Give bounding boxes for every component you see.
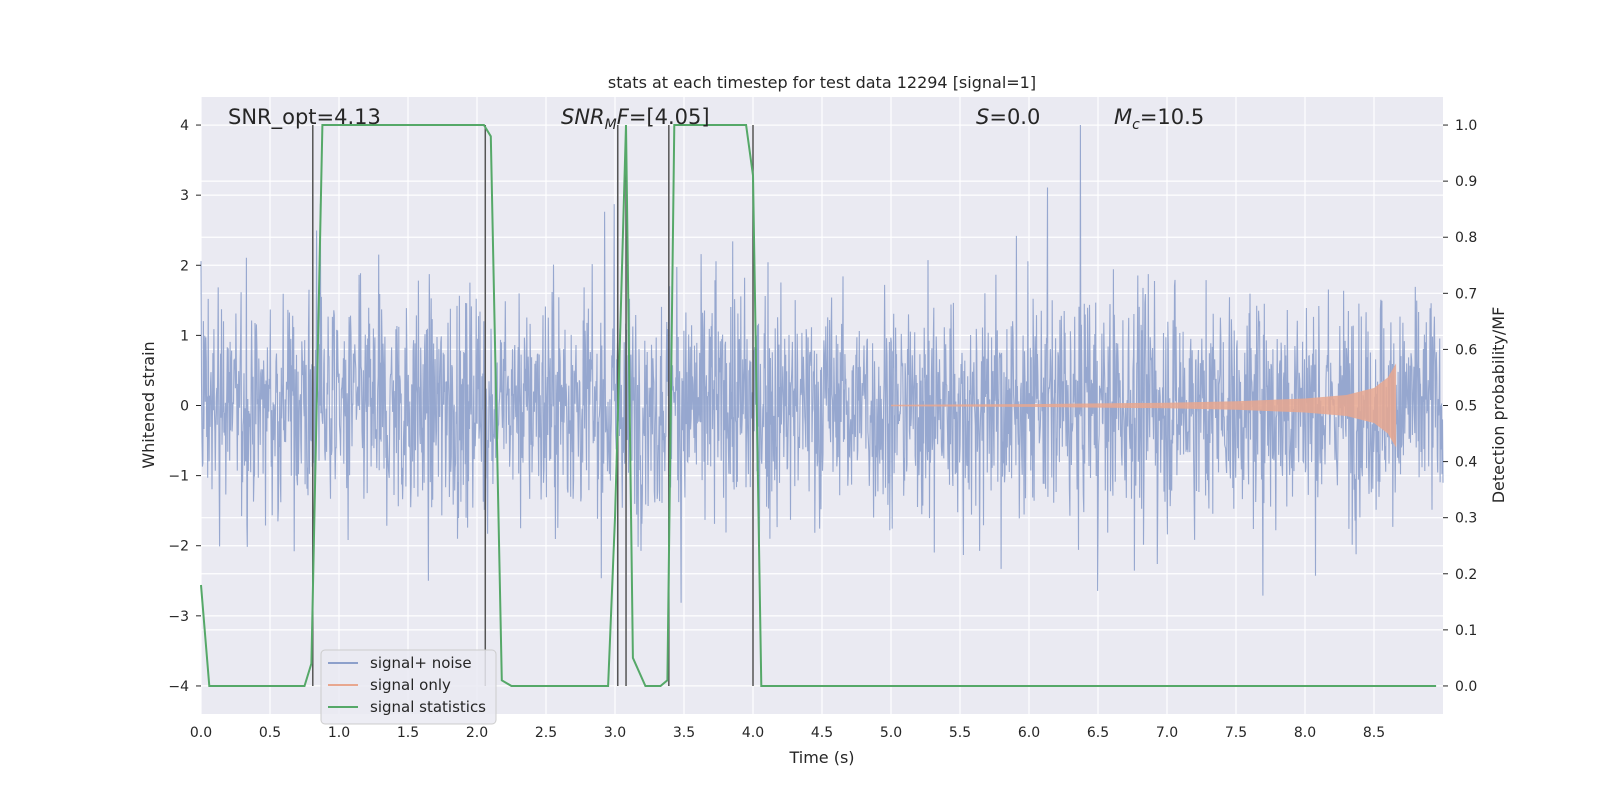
s-value: =0.0 <box>989 105 1040 129</box>
legend-label-signal-noise: signal+ noise <box>370 654 472 672</box>
y-right-tick-label: 0.5 <box>1455 399 1477 415</box>
signal-statistics-line <box>200 124 1437 687</box>
signal-only-series <box>891 363 1397 448</box>
legend-label-signal-only: signal only <box>370 676 451 694</box>
legend-label-signal-statistics: signal statistics <box>370 698 486 716</box>
y-axis-left-label: Whitened strain <box>139 341 158 468</box>
s-label: S <box>976 105 989 129</box>
annotation-mc: Mc=10.5 <box>1114 105 1204 133</box>
y-right-tick-label: 0.0 <box>1455 679 1477 695</box>
x-tick-label: 3.5 <box>673 725 695 741</box>
x-axis-label: Time (s) <box>788 748 854 767</box>
x-tick-label: 6.0 <box>1018 725 1040 741</box>
x-tick-label: 6.5 <box>1087 725 1109 741</box>
x-tick-label: 5.0 <box>880 725 902 741</box>
signal-noise-series <box>200 124 1444 603</box>
mc-label: M <box>1114 105 1132 129</box>
legend-box <box>320 649 497 725</box>
x-tick-label: 5.5 <box>949 725 971 741</box>
y-left-tick-label: −2 <box>168 539 189 555</box>
x-tick-label: 3.0 <box>604 725 626 741</box>
y-right-tick-label: 1.0 <box>1455 118 1477 134</box>
snr-mf-sub: M <box>605 117 617 133</box>
mc-sub: c <box>1132 117 1140 133</box>
x-tick-label: 1.5 <box>397 725 419 741</box>
snr-mf-label2: F <box>617 105 630 129</box>
y-right-tick-label: 0.8 <box>1455 230 1477 246</box>
signal-only-envelope <box>891 363 1397 448</box>
signal-statistics-series <box>200 124 1437 687</box>
y-left-tick-label: −3 <box>168 609 189 625</box>
y-right-tick-label: 0.3 <box>1455 511 1477 527</box>
x-tick-label: 8.0 <box>1294 725 1316 741</box>
mc-value: =10.5 <box>1140 105 1204 129</box>
x-tick-label: 4.0 <box>742 725 764 741</box>
x-tick-label: 0.0 <box>190 725 212 741</box>
y-right-tick-label: 0.7 <box>1455 286 1477 302</box>
legend: signal+ noise signal only signal statist… <box>320 649 497 725</box>
annotation-snr-mf: SNRMF=[4.05] <box>561 105 710 133</box>
y-right-tick-label: 0.9 <box>1455 174 1477 190</box>
y-right-tick-label: 0.2 <box>1455 567 1477 583</box>
snr-mf-value: =[4.05] <box>629 105 710 129</box>
annotation-s: S=0.0 <box>976 105 1040 129</box>
y-left-axis-ticks: −4 −3 −2 −1 0 1 2 3 4 <box>168 118 201 695</box>
y-left-tick-label: 3 <box>180 188 189 204</box>
x-tick-label: 7.5 <box>1225 725 1247 741</box>
y-left-tick-label: 0 <box>180 399 189 415</box>
x-tick-label: 2.5 <box>535 725 557 741</box>
annotation-snr-opt: SNR_opt=4.13 <box>228 105 381 130</box>
x-tick-label: 2.0 <box>466 725 488 741</box>
y-right-tick-label: 0.6 <box>1455 342 1477 358</box>
y-right-axis-ticks: 0.0 0.1 0.2 0.3 0.4 0.5 0.6 0.7 0.8 0.9 1.0 <box>1443 118 1477 695</box>
y-left-tick-label: 1 <box>180 328 189 344</box>
x-tick-label: 7.0 <box>1156 725 1178 741</box>
y-left-tick-label: −4 <box>168 679 189 695</box>
y-left-tick-label: 4 <box>180 118 189 134</box>
chart-title: stats at each timestep for test data 122… <box>608 73 1036 92</box>
snr-mf-label: SNR <box>561 105 605 129</box>
y-right-tick-label: 0.1 <box>1455 623 1477 639</box>
y-left-tick-label: 2 <box>180 258 189 274</box>
x-axis-ticks: 0.0 0.5 1.0 1.5 2.0 2.5 3.0 3.5 4.0 4.5 5.0 5.5 6.0 6… <box>190 725 1385 741</box>
y-right-tick-label: 0.4 <box>1455 455 1477 471</box>
signal-noise-line <box>200 124 1444 603</box>
x-tick-label: 1.0 <box>328 725 350 741</box>
x-tick-label: 0.5 <box>259 725 281 741</box>
y-left-tick-label: −1 <box>168 469 189 485</box>
x-tick-label: 8.5 <box>1363 725 1385 741</box>
y-axis-right-label: Detection probability/MF <box>1489 307 1508 504</box>
x-tick-label: 4.5 <box>811 725 833 741</box>
